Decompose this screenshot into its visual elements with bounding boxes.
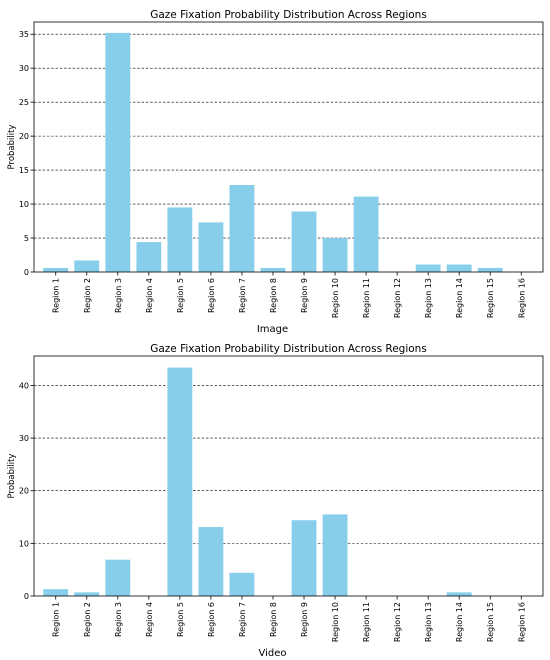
xtick-label-12: Region 12	[393, 278, 402, 318]
xtick-label-16: Region 16	[517, 278, 526, 318]
xtick-label-1: Region 1	[52, 602, 61, 637]
bar-14	[446, 592, 472, 596]
bar-3	[105, 32, 131, 272]
xtick-label-11: Region 11	[362, 278, 371, 318]
bar-8	[260, 267, 286, 272]
xtick-label-3: Region 3	[114, 602, 123, 637]
xtick-label-9: Region 9	[300, 602, 309, 637]
ytick-label-2: 10	[19, 200, 29, 209]
ytick-label-1: 10	[19, 539, 29, 548]
ytick-label-3: 30	[19, 434, 29, 443]
ytick-label-6: 30	[19, 64, 29, 73]
ytick-label-1: 5	[24, 234, 29, 243]
ytick-label-2: 20	[19, 487, 29, 496]
bar-15	[477, 267, 503, 272]
xtick-label-11: Region 11	[362, 602, 371, 642]
xtick-label-5: Region 5	[176, 278, 185, 313]
chart-video: 0 10 20 30 40 Region 1 Region 2 Region 3 Region …	[7, 343, 544, 659]
bar-10	[322, 238, 348, 272]
xtick-label-6: Region 6	[207, 602, 216, 637]
xtick-label-12: Region 12	[393, 602, 402, 642]
bar-1	[43, 267, 69, 272]
xtick-label-9: Region 9	[300, 278, 309, 313]
xtick-label-7: Region 7	[238, 602, 247, 637]
bar-5	[167, 207, 193, 272]
xtick-label-7: Region 7	[238, 278, 247, 313]
bar-2	[74, 592, 100, 596]
bar-9	[291, 520, 317, 596]
xtick-label-15: Region 15	[486, 602, 495, 642]
xtick-label-4: Region 4	[145, 278, 154, 313]
y-axis-label: Probability	[7, 454, 17, 499]
xtick-label-16: Region 16	[517, 602, 526, 642]
xtick-label-15: Region 15	[486, 278, 495, 318]
xtick-label-2: Region 2	[83, 278, 92, 313]
bar-11	[353, 196, 379, 272]
ytick-label-0: 0	[24, 592, 29, 601]
bar-6	[198, 222, 224, 272]
ytick-label-7: 35	[19, 30, 29, 39]
bar-3	[105, 559, 131, 596]
y-axis-label: Probability	[7, 125, 17, 170]
plot-frame	[33, 355, 544, 597]
xtick-label-2: Region 2	[83, 602, 92, 637]
xtick-label-13: Region 13	[424, 278, 433, 318]
xtick-label-5: Region 5	[176, 602, 185, 637]
bar-6	[198, 527, 224, 596]
xtick-label-10: Region 10	[331, 278, 340, 318]
xtick-label-3: Region 3	[114, 278, 123, 313]
xtick-label-1: Region 1	[52, 278, 61, 313]
xtick-label-6: Region 6	[207, 278, 216, 313]
ytick-label-3: 15	[19, 166, 29, 175]
xtick-label-10: Region 10	[331, 602, 340, 642]
bar-5	[167, 367, 193, 596]
xtick-label-8: Region 8	[269, 278, 278, 313]
ytick-label-4: 20	[19, 132, 29, 141]
bar-9	[291, 211, 317, 272]
xtick-label-14: Region 14	[455, 278, 464, 318]
xtick-label-13: Region 13	[424, 602, 433, 642]
bar-7	[229, 572, 255, 596]
x-axis-label: Video	[258, 648, 286, 659]
chart-image: 0 5 10 15 20 25 30 35 Region 1 Region 2 Region 3 Re…	[7, 9, 544, 335]
chart-title: Gaze Fixation Probability Distribution A…	[150, 343, 427, 355]
x-axis-label: Image	[257, 324, 288, 335]
xtick-label-8: Region 8	[269, 602, 278, 637]
plot-frame	[33, 21, 544, 273]
bar-2	[74, 260, 100, 272]
chart-title: Gaze Fixation Probability Distribution A…	[150, 9, 427, 21]
bar-4	[136, 242, 162, 272]
xtick-label-4: Region 4	[145, 602, 154, 637]
bar-1	[43, 589, 69, 596]
bar-13	[415, 264, 441, 272]
bar-7	[229, 185, 255, 272]
xtick-label-14: Region 14	[455, 602, 464, 642]
ytick-label-5: 25	[19, 98, 29, 107]
bar-10	[322, 514, 348, 596]
ytick-label-4: 40	[19, 381, 29, 390]
bar-14	[446, 264, 472, 272]
ytick-label-0: 0	[24, 268, 29, 277]
